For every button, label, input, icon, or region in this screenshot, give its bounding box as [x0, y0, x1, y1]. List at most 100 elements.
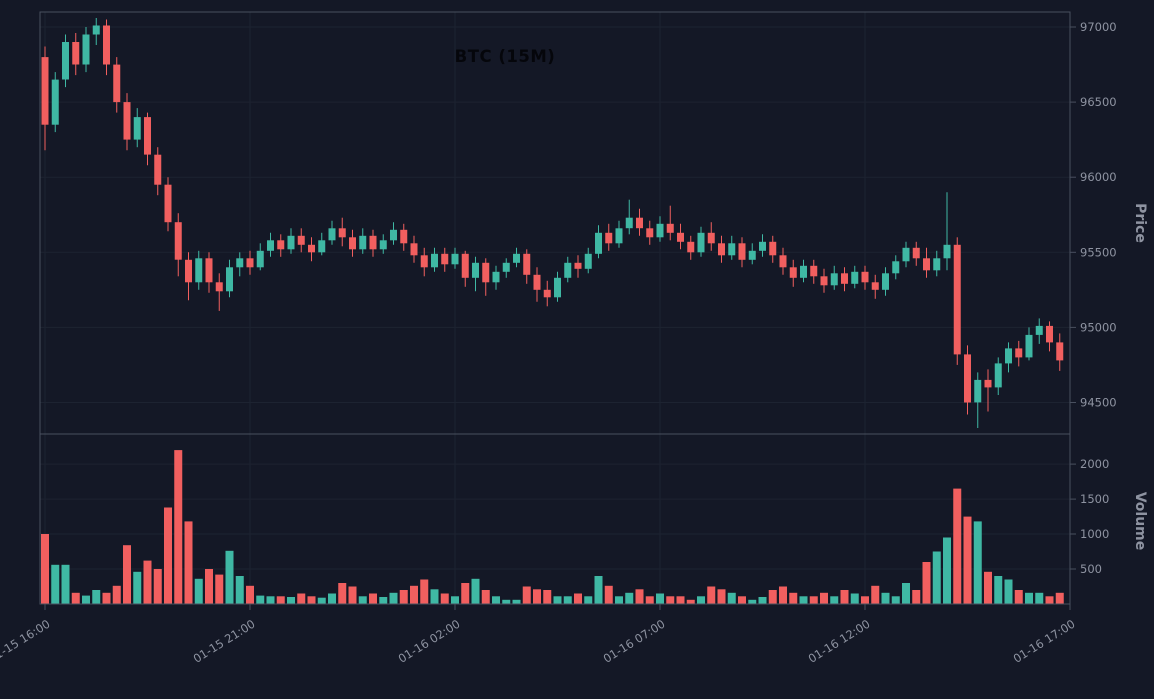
volume-bar: [594, 576, 603, 604]
volume-bar: [430, 589, 439, 604]
candle: [92, 18, 100, 45]
candle: [984, 369, 992, 412]
candle: [789, 259, 797, 287]
volume-bar: [697, 596, 705, 604]
candle: [687, 235, 695, 260]
candle: [523, 249, 531, 284]
price-tick-label: 96500: [1080, 95, 1117, 109]
volume-bar: [902, 583, 910, 604]
candle: [779, 247, 787, 275]
candle: [390, 222, 397, 245]
candle: [933, 250, 941, 277]
candles-layer: [41, 18, 1064, 428]
volume-bar: [112, 585, 121, 604]
candle: [256, 243, 264, 271]
candle: [728, 235, 736, 260]
candle: [72, 33, 80, 76]
price-tick-labels: 94500 95000 95500 96000 96500 97000: [1070, 20, 1117, 410]
volume-bar: [61, 564, 70, 604]
candle: [420, 247, 428, 277]
volume-bar: [717, 589, 726, 604]
candle: [215, 273, 223, 311]
candle: [748, 243, 756, 265]
volume-bar: [963, 516, 972, 604]
volume-bar: [932, 551, 941, 604]
candle: [1046, 321, 1053, 352]
volume-layer: [41, 450, 1064, 604]
volume-bar: [533, 589, 541, 604]
volume-bar: [727, 592, 736, 604]
candle: [994, 357, 1002, 395]
volume-bar: [440, 593, 449, 604]
candle: [533, 267, 541, 302]
candle: [185, 252, 192, 301]
volume-bar: [410, 585, 418, 604]
volume-bar: [1055, 592, 1064, 604]
volume-bar: [768, 590, 777, 604]
volume-bar: [799, 596, 808, 604]
volume-bar: [656, 593, 664, 604]
candle: [461, 250, 469, 287]
candle: [369, 229, 377, 257]
volume-bar: [266, 596, 275, 604]
candle: [328, 220, 336, 245]
volume-bar: [789, 592, 798, 604]
volume-bar: [820, 592, 828, 604]
volume-bar: [184, 521, 193, 604]
volume-bar: [358, 596, 367, 604]
volume-bar: [153, 569, 162, 604]
candle: [236, 252, 244, 277]
volume-bar: [92, 590, 101, 604]
volume-axis-label: Volume: [1132, 492, 1148, 551]
volume-bar: [369, 593, 377, 604]
candle: [964, 345, 971, 415]
candle: [338, 217, 346, 247]
candle: [123, 93, 131, 151]
candle: [666, 205, 674, 241]
volume-bar: [41, 534, 49, 604]
volume-bar: [174, 450, 183, 604]
candle: [718, 235, 725, 263]
volume-bar: [82, 595, 90, 604]
volume-tick-label: 500: [1080, 562, 1102, 576]
candle: [133, 108, 141, 148]
candle: [615, 220, 623, 248]
volume-bar: [512, 599, 521, 604]
x-tick-label: 01-16 07:00: [601, 617, 668, 666]
candle: [841, 267, 848, 292]
volume-bar: [215, 574, 224, 604]
candle: [431, 247, 438, 272]
candle: [769, 235, 777, 263]
volume-bar: [984, 571, 992, 604]
volume-bar: [953, 488, 962, 604]
candle: [810, 259, 818, 284]
candle: [502, 258, 510, 278]
volume-bar: [1014, 590, 1023, 604]
volume-bar: [451, 596, 459, 604]
candle: [738, 237, 746, 268]
volume-bar: [891, 596, 900, 604]
price-tick-label: 97000: [1080, 20, 1117, 34]
candle: [564, 256, 572, 283]
volume-bar: [871, 585, 880, 604]
volume-bar: [676, 596, 685, 604]
volume-bar: [881, 592, 890, 604]
volume-bar: [584, 596, 593, 604]
candle: [164, 177, 172, 232]
candle: [707, 222, 715, 251]
candle: [584, 247, 592, 274]
volume-bar: [317, 597, 326, 604]
candle: [267, 232, 274, 257]
candle: [482, 258, 490, 296]
volume-bar: [205, 569, 213, 604]
x-tick-label: 01-15 16:00: [0, 617, 53, 666]
candle: [246, 250, 254, 275]
candle: [410, 235, 418, 263]
volume-bar: [379, 597, 388, 604]
candle: [1005, 342, 1012, 373]
volume-bar: [71, 592, 80, 604]
candle: [882, 267, 889, 296]
candle: [441, 247, 449, 272]
x-tick-labels: 01-15 16:00 01-15 21:00 01-16 02:00 01-16 0…: [0, 604, 1078, 666]
